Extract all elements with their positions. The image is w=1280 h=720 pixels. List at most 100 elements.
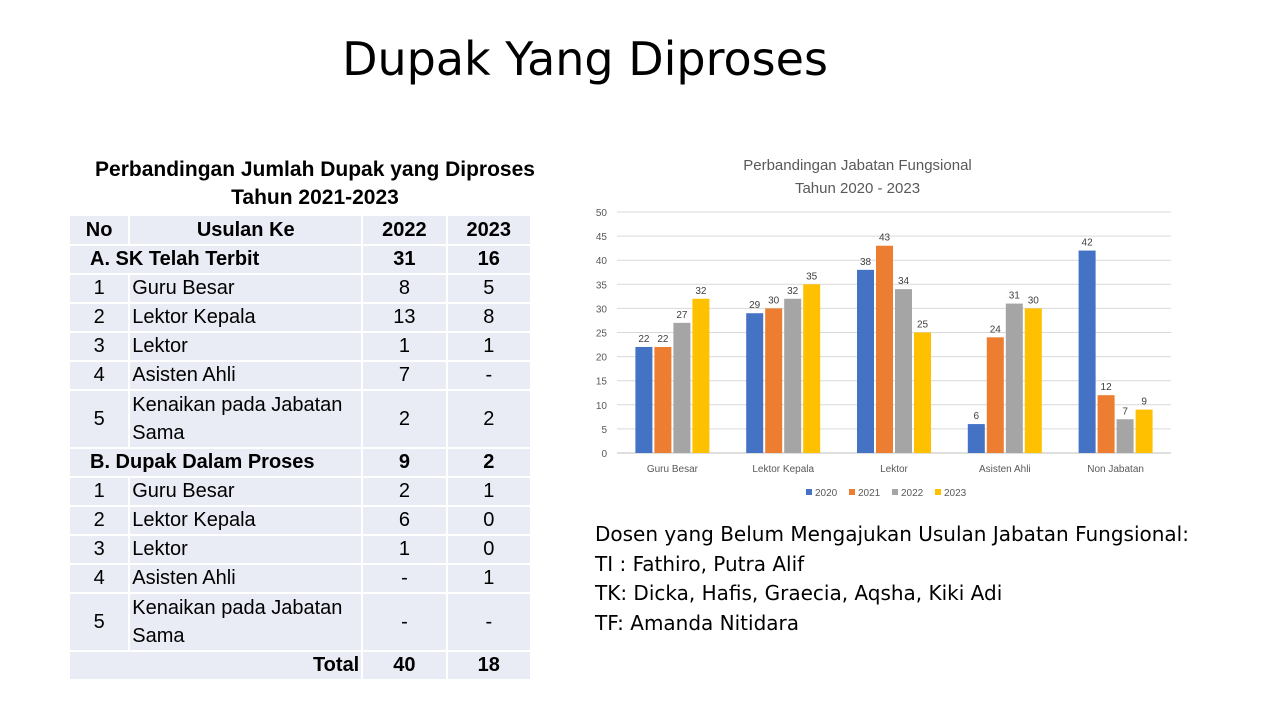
row-2022: 2 bbox=[363, 391, 448, 449]
dupak-table: No Usulan Ke 2022 2023 A. SK Telah Terbi… bbox=[70, 216, 532, 681]
row-no: 2 bbox=[70, 507, 131, 536]
row-2023: - bbox=[447, 594, 532, 652]
bar-2023 bbox=[1135, 409, 1153, 453]
notes-block: Dosen yang Belum Mengajukan Usulan Jabat… bbox=[595, 520, 1189, 638]
row-2023: 1 bbox=[447, 478, 532, 507]
legend-swatch bbox=[935, 489, 941, 495]
row-2022: 1 bbox=[363, 333, 448, 362]
bar-2022 bbox=[895, 289, 912, 453]
notes-ti: TI : Fathiro, Putra Alif bbox=[595, 551, 805, 576]
chart-subtitle: Tahun 2020 - 2023 bbox=[794, 180, 921, 197]
row-label: Lektor Kepala bbox=[130, 507, 364, 536]
chart-container: Perbandingan Jabatan Fungsional Tahun 20… bbox=[585, 150, 1185, 510]
y-tick-label: 0 bbox=[601, 449, 607, 460]
header-2022: 2022 bbox=[363, 216, 448, 246]
row-no: 5 bbox=[70, 594, 131, 652]
bar-2022 bbox=[1116, 419, 1134, 453]
row-2023: 1 bbox=[447, 565, 532, 594]
table-row: 1 Guru Besar 8 5 bbox=[70, 275, 532, 304]
row-no: 3 bbox=[70, 536, 131, 565]
total-2023: 18 bbox=[447, 652, 532, 681]
row-label: Asisten Ahli bbox=[130, 565, 364, 594]
data-label: 31 bbox=[1009, 291, 1021, 302]
section-a-2023: 16 bbox=[447, 246, 532, 275]
data-label: 6 bbox=[974, 411, 980, 422]
data-label: 9 bbox=[1141, 397, 1147, 408]
legend-label: 2023 bbox=[944, 488, 967, 499]
row-2023: 5 bbox=[447, 275, 532, 304]
row-2022: 8 bbox=[363, 275, 448, 304]
y-tick-label: 10 bbox=[596, 401, 608, 412]
table-title: Perbandingan Jumlah Dupak yang Diproses … bbox=[70, 156, 560, 212]
bar-2023 bbox=[914, 332, 931, 453]
section-a-2022: 31 bbox=[363, 246, 448, 275]
bar-2022 bbox=[673, 322, 691, 453]
row-label: Lektor Kepala bbox=[130, 304, 364, 333]
data-label: 29 bbox=[749, 300, 761, 311]
x-tick-label: Non Jabatan bbox=[1087, 464, 1144, 475]
bar-2023 bbox=[692, 298, 710, 453]
bar-2021 bbox=[1097, 395, 1115, 453]
y-tick-label: 45 bbox=[596, 232, 608, 243]
header-2023: 2023 bbox=[447, 216, 532, 246]
table-row: 3 Lektor 1 1 bbox=[70, 333, 532, 362]
y-tick-label: 25 bbox=[596, 329, 608, 340]
legend-swatch bbox=[806, 489, 812, 495]
table-row: 4 Asisten Ahli - 1 bbox=[70, 565, 532, 594]
data-label: 42 bbox=[1082, 238, 1094, 249]
row-label: Guru Besar bbox=[130, 275, 364, 304]
row-2023: 0 bbox=[447, 536, 532, 565]
data-label: 43 bbox=[879, 233, 891, 244]
table-title-line1: Perbandingan Jumlah Dupak yang Diproses bbox=[95, 158, 535, 181]
bar-chart: 0 5 10 15 20 25 30 35 40 45 50 22 22 27 32 Guru Besar 29… bbox=[596, 208, 1171, 499]
section-a-row: A. SK Telah Terbit 31 16 bbox=[70, 246, 532, 275]
table-title-line2: Tahun 2021-2023 bbox=[231, 186, 399, 209]
row-2022: 1 bbox=[363, 536, 448, 565]
row-2022: 2 bbox=[363, 478, 448, 507]
row-no: 4 bbox=[70, 362, 131, 391]
row-label: Guru Besar bbox=[130, 478, 364, 507]
bar-2020 bbox=[1078, 250, 1096, 453]
bar-2023 bbox=[1024, 308, 1042, 453]
y-tick-label: 15 bbox=[596, 377, 608, 388]
row-2023: 2 bbox=[447, 391, 532, 449]
header-usulan: Usulan Ke bbox=[130, 216, 364, 246]
data-label: 35 bbox=[806, 271, 818, 282]
table-header-row: No Usulan Ke 2022 2023 bbox=[70, 216, 532, 246]
chart-title-block: Perbandingan Jabatan Fungsional Tahun 20… bbox=[585, 154, 1130, 200]
row-no: 4 bbox=[70, 565, 131, 594]
section-b-row: B. Dupak Dalam Proses 9 2 bbox=[70, 449, 532, 478]
data-label: 38 bbox=[860, 257, 872, 268]
bar-2020 bbox=[857, 269, 874, 453]
row-2022: 6 bbox=[363, 507, 448, 536]
table-row: 1 Guru Besar 2 1 bbox=[70, 478, 532, 507]
row-2023: - bbox=[447, 362, 532, 391]
total-2022: 40 bbox=[363, 652, 448, 681]
table-row: 2 Lektor Kepala 13 8 bbox=[70, 304, 532, 333]
row-label: Lektor bbox=[130, 333, 364, 362]
y-tick-label: 50 bbox=[596, 208, 608, 219]
table-row: 4 Asisten Ahli 7 - bbox=[70, 362, 532, 391]
header-no: No bbox=[70, 216, 131, 246]
section-b-2023: 2 bbox=[447, 449, 532, 478]
data-label: 32 bbox=[695, 286, 707, 297]
section-a-label: A. SK Telah Terbit bbox=[70, 246, 364, 275]
bar-2021 bbox=[654, 346, 672, 453]
row-2023: 8 bbox=[447, 304, 532, 333]
table-row: 2 Lektor Kepala 6 0 bbox=[70, 507, 532, 536]
data-label: 7 bbox=[1122, 406, 1128, 417]
slide-title: Dupak Yang Diproses bbox=[342, 32, 828, 86]
bar-2021 bbox=[986, 337, 1004, 453]
legend-swatch bbox=[892, 489, 898, 495]
bar-2020 bbox=[967, 424, 985, 453]
data-label: 32 bbox=[787, 286, 799, 297]
bar-2021 bbox=[876, 245, 893, 453]
row-no: 5 bbox=[70, 391, 131, 449]
table-row: 5 Kenaikan pada Jabatan Sama - - bbox=[70, 594, 532, 652]
table-row: 5 Kenaikan pada Jabatan Sama 2 2 bbox=[70, 391, 532, 449]
row-label: Lektor bbox=[130, 536, 364, 565]
data-label: 30 bbox=[1028, 295, 1040, 306]
data-label: 22 bbox=[638, 334, 650, 345]
legend-swatch bbox=[849, 489, 855, 495]
row-2022: - bbox=[363, 565, 448, 594]
